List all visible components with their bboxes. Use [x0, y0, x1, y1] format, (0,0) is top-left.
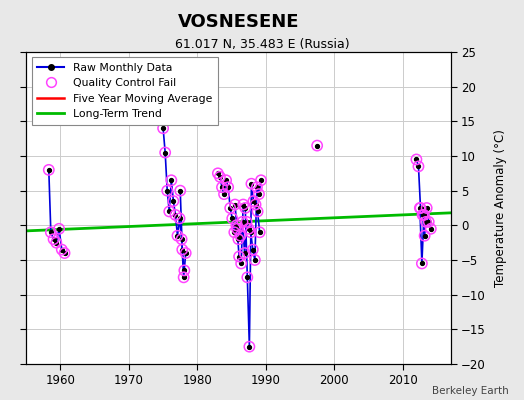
Point — [239, 201, 247, 208]
Point — [255, 229, 264, 236]
Y-axis label: Temperature Anomaly (°C): Temperature Anomaly (°C) — [494, 129, 507, 287]
Point — [424, 219, 433, 225]
Point — [179, 274, 188, 280]
Title: VOSNESENE: VOSNESENE — [178, 13, 299, 31]
Point — [247, 229, 255, 236]
Point — [237, 260, 245, 267]
Point — [167, 177, 176, 184]
Point — [417, 205, 425, 211]
Legend: Raw Monthly Data, Quality Control Fail, Five Year Moving Average, Long-Term Tren: Raw Monthly Data, Quality Control Fail, … — [31, 58, 217, 124]
Point — [234, 236, 243, 242]
Point — [422, 219, 430, 225]
Point — [161, 149, 169, 156]
Point — [252, 201, 260, 208]
Point — [250, 257, 259, 263]
Point — [418, 260, 426, 267]
Point — [218, 184, 226, 190]
Point — [171, 212, 180, 218]
Point — [422, 205, 431, 211]
Point — [181, 250, 190, 256]
Point — [60, 250, 69, 256]
Point — [313, 142, 321, 149]
Point — [245, 344, 254, 350]
Point — [58, 246, 66, 253]
Point — [178, 236, 186, 242]
Point — [230, 229, 238, 236]
Point — [224, 184, 232, 190]
Point — [232, 222, 241, 228]
Point — [245, 226, 253, 232]
Point — [420, 232, 429, 239]
Point — [220, 191, 228, 197]
Point — [412, 156, 421, 163]
Point — [241, 205, 249, 211]
Point — [47, 229, 55, 236]
Point — [45, 167, 53, 173]
Point — [243, 274, 252, 280]
Point — [169, 198, 178, 204]
Point — [414, 163, 423, 170]
Point — [233, 226, 241, 232]
Point — [228, 215, 236, 222]
Point — [253, 184, 261, 190]
Point — [226, 205, 234, 211]
Point — [255, 191, 263, 197]
Point — [165, 208, 173, 215]
Text: Berkeley Earth: Berkeley Earth — [432, 386, 508, 396]
Point — [163, 188, 171, 194]
Point — [222, 177, 230, 184]
Point — [52, 240, 60, 246]
Point — [231, 201, 239, 208]
Point — [176, 215, 184, 222]
Point — [416, 205, 424, 211]
Text: 61.017 N, 35.483 E (Russia): 61.017 N, 35.483 E (Russia) — [174, 38, 350, 51]
Point — [418, 212, 427, 218]
Point — [159, 125, 167, 132]
Point — [238, 219, 247, 225]
Point — [49, 236, 58, 242]
Point — [254, 208, 262, 215]
Point — [55, 226, 63, 232]
Point — [243, 219, 251, 225]
Point — [257, 177, 265, 184]
Point — [180, 267, 189, 274]
Point — [178, 246, 187, 253]
Point — [173, 232, 182, 239]
Point — [427, 226, 435, 232]
Point — [235, 253, 243, 260]
Point — [236, 232, 245, 239]
Point — [241, 250, 249, 256]
Point — [247, 180, 256, 187]
Point — [176, 188, 184, 194]
Point — [249, 198, 258, 204]
Point — [214, 170, 222, 176]
Point — [216, 174, 224, 180]
Point — [420, 212, 428, 218]
Point — [248, 246, 257, 253]
